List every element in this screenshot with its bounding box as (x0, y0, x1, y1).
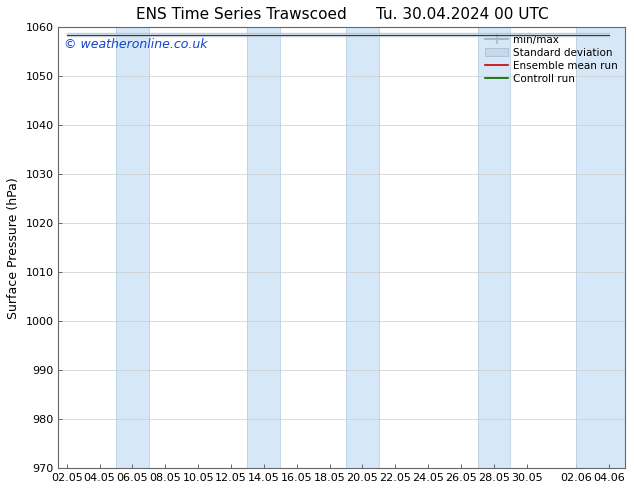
Bar (346, 27, 379, 468)
Title: ENS Time Series Trawscoed      Tu. 30.04.2024 00 UTC: ENS Time Series Trawscoed Tu. 30.04.2024… (136, 7, 548, 22)
Bar (116, 27, 149, 468)
Legend: min/max, Standard deviation, Ensemble mean run, Controll run: min/max, Standard deviation, Ensemble me… (481, 30, 623, 88)
Bar (247, 27, 280, 468)
Bar (477, 27, 510, 468)
Bar (576, 27, 625, 468)
Text: © weatheronline.co.uk: © weatheronline.co.uk (64, 38, 208, 51)
Y-axis label: Surface Pressure (hPa): Surface Pressure (hPa) (7, 177, 20, 318)
